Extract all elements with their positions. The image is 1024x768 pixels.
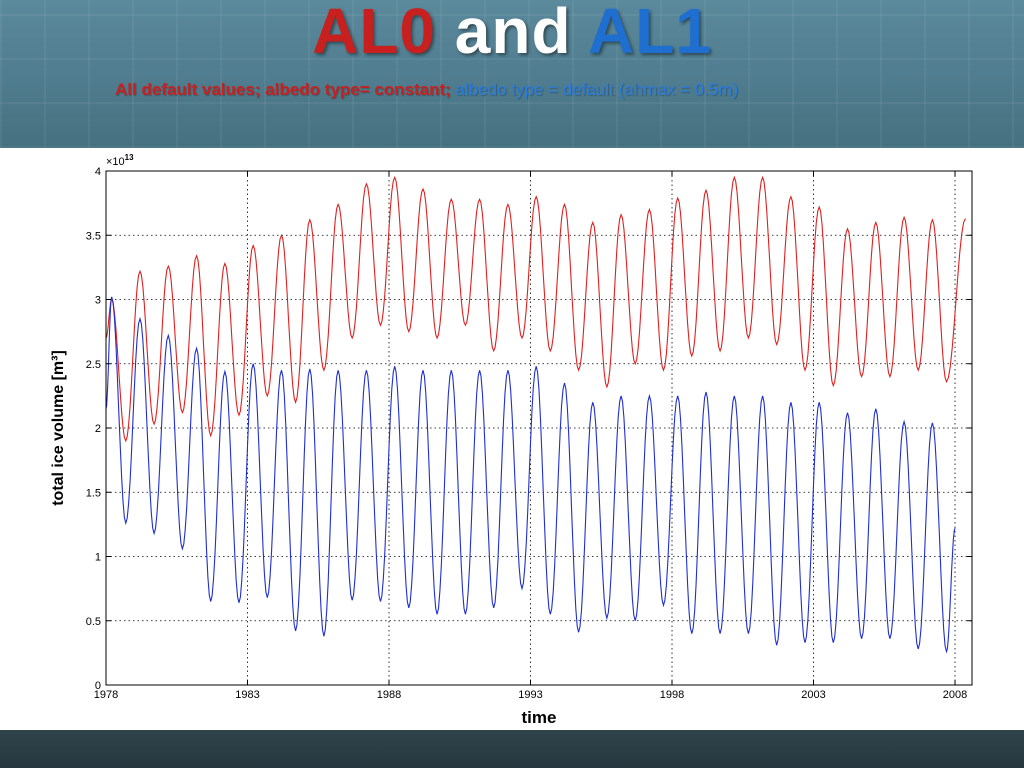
slide-footer-bar	[0, 730, 1024, 768]
title-al1: AL1	[587, 0, 712, 67]
y-tick-label: 3	[95, 295, 101, 307]
title-al0: AL0	[312, 0, 437, 67]
y-multiplier-base: ×10	[106, 156, 125, 168]
y-tick-label: 2.5	[86, 359, 101, 371]
slide-title: AL0 and AL1	[0, 0, 1024, 68]
tick-layer: 1978 1983 1988 1993 1998 2003 2008 0 0.5 1 1.5 2 2.5…	[86, 166, 972, 701]
slide-header: AL0 and AL1 All default values; albedo t…	[0, 0, 1024, 148]
x-tick-label: 1988	[377, 689, 401, 701]
x-tick-label: 1998	[660, 689, 684, 701]
subtitle-al0-description: All default values; albedo type= constan…	[115, 80, 456, 99]
y-axis-multiplier: ×1013	[106, 153, 134, 168]
x-tick-label: 1993	[518, 689, 542, 701]
x-tick-label: 1983	[235, 689, 259, 701]
y-multiplier-exponent: 13	[125, 153, 134, 162]
x-tick-label: 2003	[801, 689, 825, 701]
y-tick-label: 0	[95, 680, 101, 692]
chart-figure: 1978 1983 1988 1993 1998 2003 2008 0 0.5 1 1.5 2 2.5…	[0, 148, 1024, 730]
x-tick-label: 1978	[94, 689, 118, 701]
series-line-0	[105, 175, 966, 443]
y-tick-label: 2	[95, 423, 101, 435]
ice-volume-chart: 1978 1983 1988 1993 1998 2003 2008 0 0.5 1 1.5 2 2.5…	[50, 153, 973, 727]
series-layer	[105, 175, 966, 654]
y-tick-label: 4	[95, 166, 101, 178]
slide-subtitle: All default values; albedo type= constan…	[115, 79, 738, 101]
y-tick-label: 0.5	[86, 616, 101, 628]
subtitle-al1-description: albedo type = default (ahmax = 0.5m)	[455, 80, 739, 99]
y-tick-label: 1.5	[86, 487, 101, 499]
x-tick-label: 2008	[943, 689, 967, 701]
x-axis-label: time	[522, 708, 557, 727]
y-tick-label: 3.5	[86, 230, 101, 242]
grid-layer	[106, 171, 972, 685]
y-axis-label: total ice volume [m³]	[50, 350, 67, 506]
y-tick-label: 1	[95, 552, 101, 564]
title-and: and	[436, 0, 588, 67]
series-line-1	[105, 296, 956, 654]
